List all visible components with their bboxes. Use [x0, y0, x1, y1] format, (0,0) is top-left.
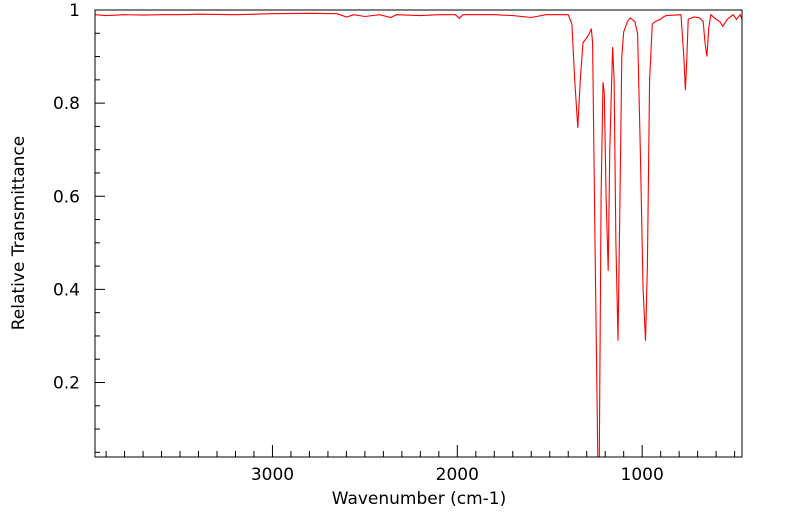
spectrum-line	[94, 12, 743, 458]
x-tick-labels: 3000 2000 1000	[251, 465, 664, 485]
y-tick-labels: 0.2 0.4 0.6 0.8 1	[53, 1, 80, 394]
x-tick-label: 1000	[621, 465, 664, 485]
y-tick-label: 0.6	[53, 187, 80, 207]
x-tick-label: 2000	[436, 465, 479, 485]
x-tick-label: 3000	[251, 465, 294, 485]
x-axis-label: Wavenumber (cm-1)	[332, 489, 507, 509]
y-tick-label: 1	[69, 1, 80, 21]
y-tick-label: 0.2	[53, 374, 80, 394]
axis-ticks	[95, 9, 736, 457]
y-tick-label: 0.8	[53, 94, 80, 114]
y-tick-label: 0.4	[53, 280, 80, 300]
y-axis-label: Relative Transmittance	[9, 136, 29, 331]
plot-frame	[94, 9, 743, 458]
